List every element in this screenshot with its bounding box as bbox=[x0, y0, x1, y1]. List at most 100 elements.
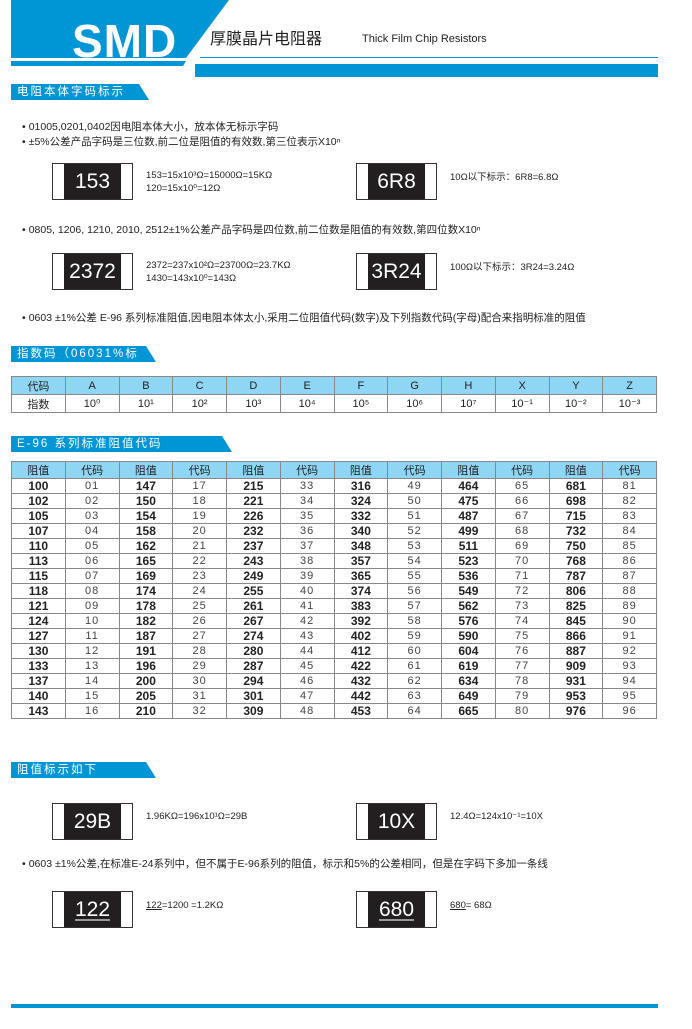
resistance-code: 30 bbox=[172, 673, 227, 689]
resistance-value: 158 bbox=[118, 523, 174, 539]
resistance-code: 27 bbox=[172, 628, 227, 644]
chip-resistor: 680 bbox=[356, 891, 437, 928]
resistance-code: 47 bbox=[279, 688, 335, 704]
table-row: 121 09 178 25 261 41 383 57 562 73 825 89 bbox=[11, 598, 657, 614]
chip-description: 680= 68Ω bbox=[450, 899, 492, 912]
resistance-code: 18 bbox=[172, 493, 227, 509]
resistance-code: 40 bbox=[279, 583, 335, 599]
resistance-value: 365 bbox=[333, 568, 389, 584]
resistance-code: 78 bbox=[494, 673, 550, 689]
resistance-value: 140 bbox=[11, 688, 66, 704]
code-cell: H bbox=[441, 376, 496, 395]
resistance-value: 442 bbox=[333, 688, 389, 704]
header-line bbox=[200, 57, 658, 58]
resistance-value: 887 bbox=[548, 643, 604, 659]
code-cell: Y bbox=[548, 376, 604, 395]
resistance-code: 22 bbox=[172, 553, 227, 569]
resistance-code: 29 bbox=[172, 658, 227, 674]
resistance-code: 11 bbox=[64, 628, 120, 644]
resistance-code: 07 bbox=[64, 568, 120, 584]
resistance-value: 261 bbox=[226, 598, 281, 614]
resistance-value: 274 bbox=[226, 628, 281, 644]
resistance-code: 36 bbox=[279, 523, 335, 539]
resistance-code: 62 bbox=[387, 673, 442, 689]
resistance-code: 64 bbox=[387, 703, 442, 719]
chip-description: 10Ω以下标示：6R8=6.8Ω bbox=[450, 172, 559, 183]
header-bar bbox=[195, 64, 658, 77]
resistance-value: 976 bbox=[548, 703, 604, 719]
chip-label: 680 bbox=[368, 892, 425, 927]
chip-resistor: 10X bbox=[356, 803, 437, 840]
table-row: 107 04 158 20 232 36 340 52 499 68 732 84 bbox=[11, 523, 657, 539]
resistance-value: 169 bbox=[118, 568, 174, 584]
header-value: 阻值 bbox=[11, 461, 66, 479]
resistance-code: 90 bbox=[602, 613, 657, 629]
resistance-code: 55 bbox=[387, 568, 442, 584]
table-row: 113 06 165 22 243 38 357 54 523 70 768 86 bbox=[11, 553, 657, 569]
table-header-row: 阻值 代码 阻值 代码 阻值 代码 阻值 代码 阻值 代码 阻值 代码 bbox=[11, 461, 657, 479]
resistance-value: 332 bbox=[333, 508, 389, 524]
resistance-code: 65 bbox=[494, 478, 550, 494]
footer-line bbox=[11, 1004, 658, 1008]
smd-logo: SMD bbox=[72, 15, 178, 67]
resistance-code: 42 bbox=[279, 613, 335, 629]
resistance-code: 21 bbox=[172, 538, 227, 554]
resistance-value: 422 bbox=[333, 658, 389, 674]
resistance-value: 107 bbox=[11, 523, 66, 539]
chip-label: 2372 bbox=[64, 254, 121, 289]
resistance-value: 432 bbox=[333, 673, 389, 689]
resistance-code: 57 bbox=[387, 598, 442, 614]
resistance-code: 81 bbox=[602, 478, 657, 494]
resistance-value: 649 bbox=[441, 688, 496, 704]
table-row: 100 01 147 17 215 33 316 49 464 65 681 81 bbox=[11, 478, 657, 494]
resistance-value: 309 bbox=[226, 703, 281, 719]
resistance-code: 09 bbox=[64, 598, 120, 614]
resistance-value: 110 bbox=[11, 538, 66, 554]
resistance-code: 17 bbox=[172, 478, 227, 494]
table-row: 127 11 187 27 274 43 402 59 590 75 866 91 bbox=[11, 628, 657, 644]
section-tag-marking: 电阻本体字码标示 bbox=[11, 84, 149, 100]
resistance-code: 37 bbox=[279, 538, 335, 554]
resistance-value: 750 bbox=[548, 538, 604, 554]
header-value: 阻值 bbox=[333, 461, 389, 479]
resistance-code: 32 bbox=[172, 703, 227, 719]
resistance-code: 43 bbox=[279, 628, 335, 644]
resistance-code: 53 bbox=[387, 538, 442, 554]
resistance-value: 182 bbox=[118, 613, 174, 629]
resistance-value: 130 bbox=[11, 643, 66, 659]
resistance-value: 499 bbox=[441, 523, 496, 539]
row-header: 指数 bbox=[11, 394, 66, 413]
resistance-code: 03 bbox=[64, 508, 120, 524]
resistance-code: 73 bbox=[494, 598, 550, 614]
resistance-value: 715 bbox=[548, 508, 604, 524]
resistance-value: 357 bbox=[333, 553, 389, 569]
resistance-code: 61 bbox=[387, 658, 442, 674]
resistance-code: 82 bbox=[602, 493, 657, 509]
resistance-code: 87 bbox=[602, 568, 657, 584]
row-header: 代码 bbox=[11, 376, 66, 395]
resistance-code: 10 bbox=[64, 613, 120, 629]
resistance-value: 113 bbox=[11, 553, 66, 569]
chip-description: 122=1200 =1.2KΩ bbox=[146, 899, 223, 912]
desc-rest: = 68Ω bbox=[465, 900, 492, 911]
resistance-value: 768 bbox=[548, 553, 604, 569]
resistance-value: 787 bbox=[548, 568, 604, 584]
resistance-value: 249 bbox=[226, 568, 281, 584]
bullet-text: 01005,0201,0402因电阻本体大小，放本体无标示字码 bbox=[22, 119, 279, 134]
resistance-code: 48 bbox=[279, 703, 335, 719]
index-code-table: 代码 A B C D E F G H X Y Z 指数 10⁰ 10¹ 10² 10³ 10⁴ 10⁵ 10⁶ 10⁷ 1… bbox=[11, 376, 657, 413]
resistance-code: 33 bbox=[279, 478, 335, 494]
resistance-code: 31 bbox=[172, 688, 227, 704]
resistance-value: 133 bbox=[11, 658, 66, 674]
resistance-value: 576 bbox=[441, 613, 496, 629]
resistance-code: 91 bbox=[602, 628, 657, 644]
exponent-cell: 10⁶ bbox=[387, 394, 442, 413]
resistance-code: 19 bbox=[172, 508, 227, 524]
resistance-value: 127 bbox=[11, 628, 66, 644]
resistance-value: 267 bbox=[226, 613, 281, 629]
resistance-code: 59 bbox=[387, 628, 442, 644]
chip-label: 29B bbox=[64, 804, 121, 839]
code-cell: X bbox=[494, 376, 550, 395]
resistance-value: 118 bbox=[11, 583, 66, 599]
resistance-value: 619 bbox=[441, 658, 496, 674]
